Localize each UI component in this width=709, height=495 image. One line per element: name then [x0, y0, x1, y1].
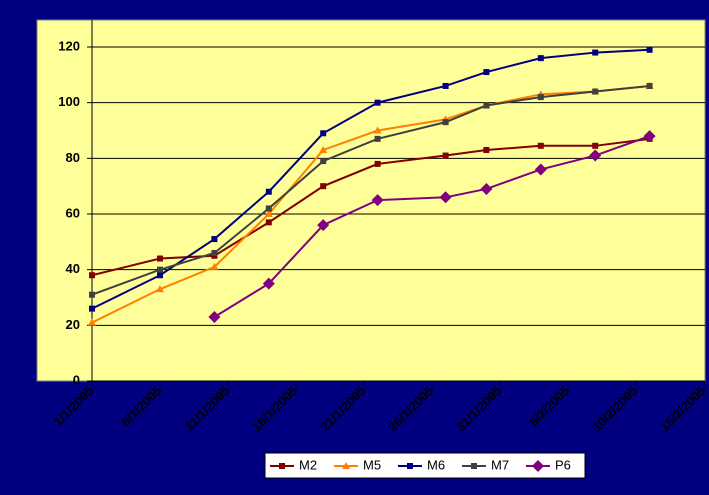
marker [320, 183, 327, 190]
marker [374, 160, 381, 167]
marker [442, 119, 449, 126]
marker [157, 255, 163, 262]
marker [210, 262, 219, 270]
marker [317, 219, 330, 232]
marker [537, 94, 544, 101]
marker [262, 277, 275, 290]
marker [264, 210, 273, 217]
legend-marker [471, 463, 477, 469]
marker [374, 99, 381, 106]
legend: M2 M5 M6 M7 P6 [264, 452, 586, 479]
marker [643, 130, 656, 143]
y-tick-label: 40 [66, 261, 80, 276]
y-tick-label: 60 [66, 205, 80, 220]
marker [208, 310, 221, 323]
legend-label: P6 [555, 457, 571, 472]
marker [483, 102, 490, 109]
marker [319, 145, 328, 153]
marker [589, 149, 602, 162]
legend-label: M5 [363, 457, 381, 472]
marker [89, 272, 95, 279]
marker [373, 126, 382, 134]
marker [534, 163, 547, 176]
y-tick-label: 100 [58, 94, 80, 109]
marker [265, 219, 272, 226]
marker [211, 236, 218, 243]
marker [480, 182, 493, 195]
marker [442, 152, 449, 159]
y-tick-label: 0 [73, 372, 80, 387]
marker [320, 158, 327, 165]
marker [88, 318, 96, 326]
marker [157, 266, 163, 273]
marker [646, 46, 653, 53]
marker [646, 82, 653, 89]
marker [483, 146, 490, 153]
y-tick-label: 120 [58, 38, 80, 53]
marker [371, 194, 384, 207]
marker [374, 135, 381, 142]
marker [89, 305, 95, 312]
marker [265, 188, 272, 195]
marker [483, 69, 490, 76]
marker [89, 291, 95, 298]
marker [592, 88, 599, 95]
y-tick-label: 80 [66, 150, 80, 165]
marker [439, 191, 452, 204]
legend-label: M2 [299, 457, 317, 472]
marker [537, 55, 544, 62]
legend-label: M6 [427, 457, 445, 472]
marker [156, 285, 164, 293]
plot-area [36, 19, 706, 382]
marker [211, 249, 218, 256]
legend-marker [279, 463, 285, 469]
marker [592, 49, 599, 56]
marker [592, 142, 599, 149]
marker [265, 205, 272, 212]
legend-label: M7 [491, 457, 509, 472]
marker [442, 82, 449, 89]
legend-marker [407, 463, 413, 469]
legend-marker [532, 460, 544, 472]
marker [320, 130, 327, 137]
y-tick-label: 20 [66, 317, 80, 332]
marker [537, 142, 544, 149]
marker [157, 272, 163, 279]
legend-marker [342, 462, 350, 469]
